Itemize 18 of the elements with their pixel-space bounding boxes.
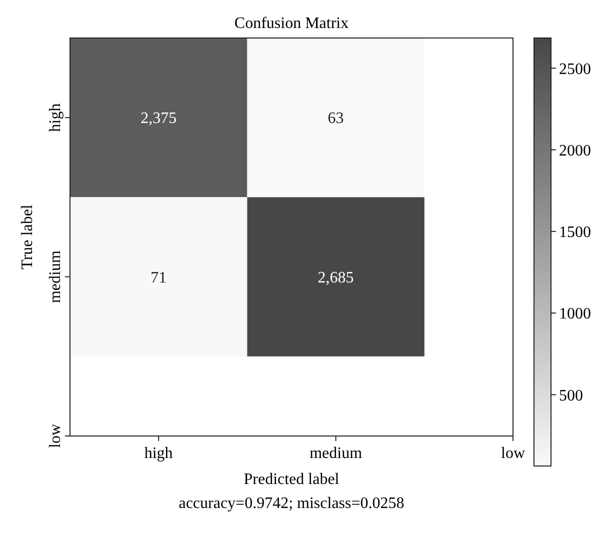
y-tick-label: high	[47, 103, 64, 132]
x-axis-title: Predicted label	[244, 471, 340, 488]
text: accuracy=0.9742; misclass=0.0258	[178, 495, 404, 512]
color-bar-label: 2000	[559, 142, 591, 160]
x-tick-label: high	[144, 445, 173, 462]
color-bar-label: 500	[559, 387, 583, 404]
x-tick-label: low	[501, 445, 526, 462]
color-bar-label: 1000	[559, 306, 591, 323]
x-tick-label: medium	[310, 445, 363, 462]
color-bar-label: 1500	[559, 224, 591, 242]
chart-title: Confusion Matrix	[234, 15, 349, 32]
color-bar-label: 2500	[559, 60, 591, 78]
y-axis-title: True label	[19, 204, 36, 270]
data-label: 2,375	[140, 110, 177, 128]
data-label: 63	[328, 110, 344, 128]
y-tick-label: medium	[47, 250, 64, 304]
data-label: 2,685	[318, 269, 354, 286]
data-label: 71	[150, 269, 167, 286]
